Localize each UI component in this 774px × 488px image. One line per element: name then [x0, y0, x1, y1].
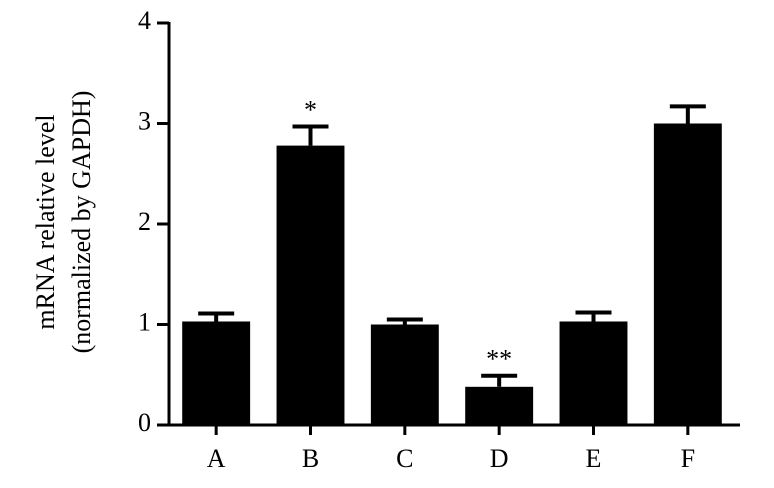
- x-tick-label: D: [490, 444, 509, 473]
- error-bar: [292, 124, 329, 146]
- bar: [465, 386, 534, 425]
- y-tick-label: 1: [138, 307, 151, 336]
- error-bar: [575, 310, 612, 322]
- y-tick-label: 0: [138, 408, 151, 437]
- error-bar: [481, 373, 518, 387]
- y-axis-label: (normalized by GAPDH): [67, 91, 96, 354]
- bar: [370, 324, 439, 425]
- error-bar: [669, 104, 706, 124]
- error-bar: [198, 311, 235, 322]
- bar: [653, 123, 722, 425]
- bar: [182, 321, 251, 425]
- x-tick-label: C: [396, 444, 413, 473]
- x-tick-label: F: [681, 444, 695, 473]
- y-axis-label: mRNA relative level: [31, 114, 60, 329]
- bar: [559, 321, 628, 425]
- x-tick-label: B: [302, 444, 319, 473]
- y-tick-label: 2: [138, 207, 151, 236]
- error-bar: [386, 317, 423, 325]
- significance-mark: *: [304, 95, 317, 124]
- x-tick-label: E: [586, 444, 602, 473]
- y-tick-label: 4: [138, 6, 151, 35]
- y-tick-label: 3: [138, 106, 151, 135]
- bar: [276, 145, 345, 426]
- x-tick-label: A: [207, 444, 226, 473]
- significance-mark: **: [486, 345, 512, 374]
